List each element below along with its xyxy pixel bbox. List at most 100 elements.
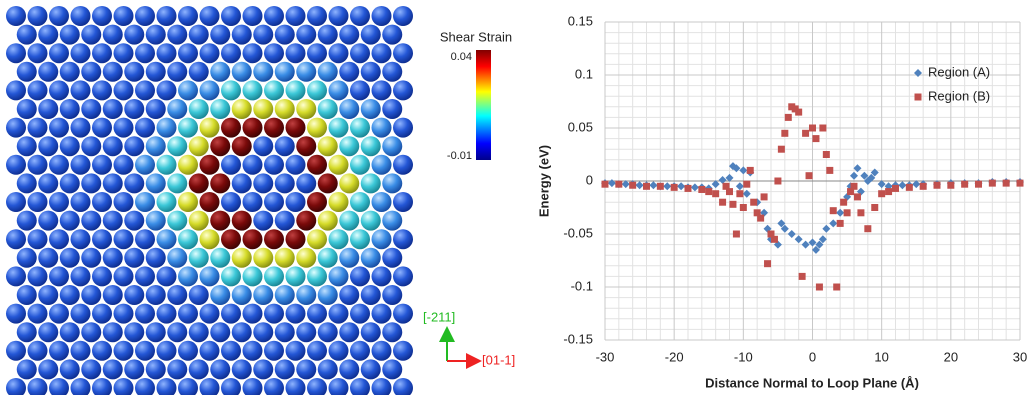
atom <box>317 359 338 380</box>
point <box>757 214 765 222</box>
atom <box>371 340 392 361</box>
atom <box>167 210 188 231</box>
atom <box>328 192 349 212</box>
point <box>847 188 855 196</box>
legend-marker <box>914 93 922 101</box>
point <box>905 183 913 191</box>
atom <box>38 173 59 194</box>
atom <box>135 303 155 324</box>
atom <box>49 340 69 361</box>
atom <box>167 136 188 157</box>
point <box>787 230 796 238</box>
atom <box>382 359 403 380</box>
atom <box>221 229 241 250</box>
atom <box>188 285 209 305</box>
atom <box>307 192 327 212</box>
point <box>722 182 730 190</box>
atom <box>285 6 306 26</box>
atom <box>339 359 360 380</box>
atom <box>393 340 413 361</box>
point <box>795 108 803 116</box>
atom <box>92 266 112 287</box>
point <box>919 182 927 190</box>
atom <box>59 24 80 45</box>
atom <box>242 154 263 175</box>
point <box>843 209 851 217</box>
y-tick-label: 0.05 <box>568 119 593 134</box>
colorbar-max: 0.04 <box>451 51 472 63</box>
point <box>871 204 879 211</box>
atom <box>156 192 177 212</box>
atom <box>27 43 48 64</box>
atom <box>102 322 123 343</box>
y-tick-label: -0.1 <box>571 278 593 293</box>
atom <box>360 359 381 380</box>
atom <box>124 322 145 343</box>
atom <box>145 136 166 157</box>
atom <box>274 173 295 194</box>
atom <box>178 229 198 250</box>
point <box>719 198 727 206</box>
atom <box>371 6 392 26</box>
atom <box>253 61 274 82</box>
point <box>988 179 996 187</box>
atom <box>221 80 241 101</box>
point <box>729 200 737 208</box>
atom <box>70 80 91 101</box>
atom <box>317 173 338 194</box>
atom <box>253 322 274 343</box>
atom <box>188 99 209 119</box>
x-tick-label: -10 <box>734 349 753 364</box>
atom <box>81 359 102 380</box>
atom <box>199 303 220 324</box>
atom <box>113 43 134 64</box>
atom <box>360 61 381 82</box>
atom <box>188 136 209 157</box>
atom <box>124 285 145 305</box>
atom <box>145 285 166 305</box>
point <box>794 235 803 244</box>
atom <box>16 359 37 380</box>
x-tick-label: 10 <box>874 349 888 364</box>
atom <box>49 303 69 324</box>
atom <box>296 359 317 380</box>
atom <box>317 99 338 119</box>
atom <box>92 117 112 138</box>
atom <box>210 359 231 380</box>
atom <box>296 247 317 268</box>
atom <box>360 322 381 343</box>
atom <box>199 43 220 64</box>
atom <box>156 340 177 361</box>
point <box>736 190 744 198</box>
atom <box>264 43 284 64</box>
atom <box>242 378 263 395</box>
atom <box>350 229 370 250</box>
atom <box>102 24 123 45</box>
atom <box>38 285 59 305</box>
atom <box>393 303 413 324</box>
atom <box>145 24 166 45</box>
atom <box>145 210 166 231</box>
atom <box>274 61 295 82</box>
atom <box>27 229 48 250</box>
point <box>912 180 921 189</box>
point <box>819 124 827 132</box>
atom <box>6 154 26 175</box>
atom <box>242 340 263 361</box>
atom <box>307 303 327 324</box>
atom <box>113 80 134 101</box>
atom <box>231 247 252 268</box>
point <box>607 179 616 188</box>
x-tick-label: 30 <box>1013 349 1027 364</box>
atom <box>393 43 413 64</box>
atom <box>178 266 198 287</box>
x-tick-label: -20 <box>665 349 684 364</box>
atom <box>70 117 91 138</box>
atom <box>296 99 317 119</box>
atom <box>81 210 102 231</box>
point <box>833 283 841 291</box>
atom <box>156 43 177 64</box>
atom <box>360 24 381 45</box>
atom <box>145 322 166 343</box>
atom <box>382 136 403 157</box>
